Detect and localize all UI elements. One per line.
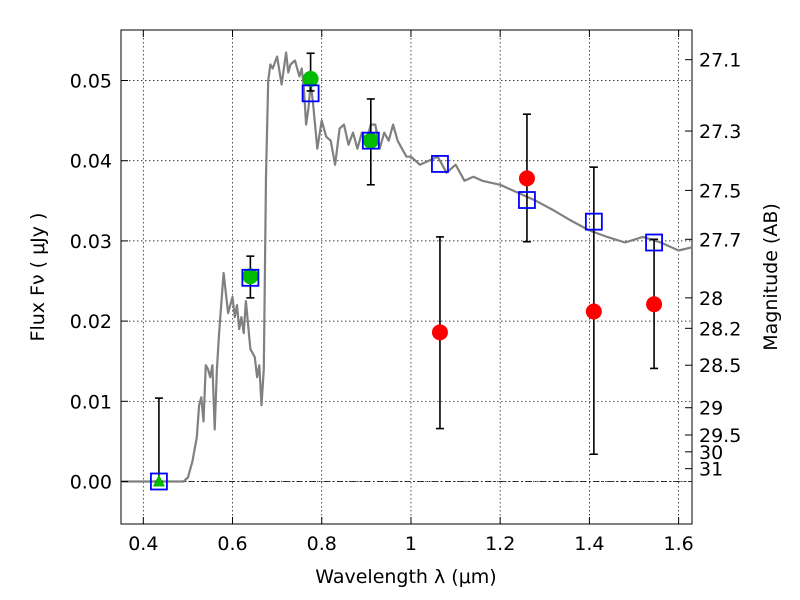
model-flux-point [361,131,380,150]
detection-point [362,132,379,149]
y-tick-label: 0.03 [70,231,112,253]
y-axis-label: Flux Fν ( μJy ) [27,213,49,342]
magnitude-tick-label: 27.3 [699,121,741,143]
sed-model-line-layer [121,51,693,483]
detection-point [302,70,319,87]
grid-lines [121,30,692,524]
marker-layer [150,70,663,491]
low-significance-point [431,324,448,341]
upper-limit-point [152,474,165,487]
magnitude-tick-label: 27.5 [699,180,741,202]
y-tick-label: 0.04 [70,151,112,173]
model-flux-point [301,84,320,103]
low-significance-point [646,296,663,313]
y-tick-label: 0.05 [70,71,112,93]
x-tick-label: 0.6 [217,533,247,555]
plot-frame [120,29,693,525]
model-flux-point [431,155,449,173]
x-axis-label: Wavelength λ (μm) [315,566,496,588]
model-flux-point [518,191,536,209]
magnitude-tick-label: 31 [699,459,723,481]
x-tick-label: 1 [405,533,417,555]
magnitude-tick-label: 29.5 [699,425,741,447]
x-tick-label: 0.4 [128,533,158,555]
magnitude-tick-label: 28 [699,288,723,310]
magnitude-tick-label: 28.5 [699,355,741,377]
magnitude-tick-label: 27.7 [699,229,741,251]
x-tick-label: 1.2 [485,533,515,555]
magnitude-tick-label: 27.1 [699,50,741,72]
model-flux-point [584,212,603,231]
detection-point [242,268,259,285]
x-tick-label: 0.8 [307,533,337,555]
model-flux-point [150,472,168,491]
magnitude-tick-label: 30 [699,442,723,464]
magnitude-tick-label: 28.2 [699,318,741,340]
model-flux-point [645,233,663,252]
sed-model-line [121,51,693,483]
low-significance-point [518,170,535,187]
model-flux-point [241,268,260,287]
low-significance-point [585,303,602,320]
x-tick-label: 1.4 [574,533,604,555]
y-tick-label: 0.01 [70,391,112,413]
y2-axis-label: Magnitude (AB) [760,203,782,351]
x-tick-label: 1.6 [664,533,694,555]
y-tick-label: 0.00 [70,471,112,493]
y-tick-label: 0.02 [70,311,112,333]
magnitude-tick-label: 29 [699,398,723,420]
axis-ticks: 0.4 0.6 0.8 1 1.2 1.4 1.6 0.00 0.01 0.02 0.03 0.04 0… [70,30,741,555]
